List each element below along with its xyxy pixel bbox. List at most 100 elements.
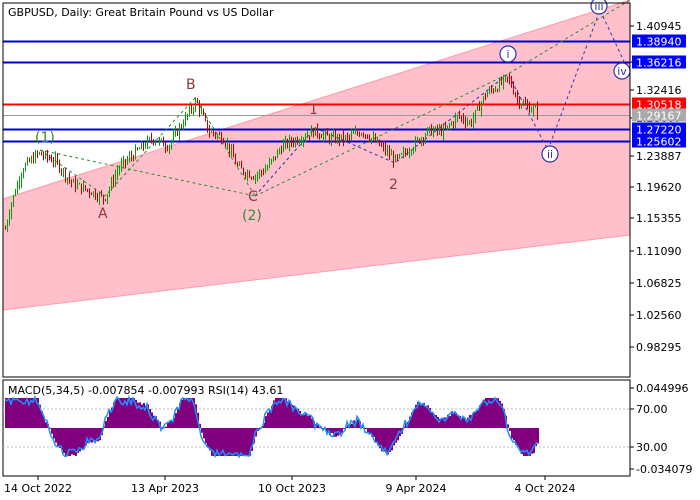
macd-bar <box>333 428 335 437</box>
macd-bar <box>247 428 249 456</box>
macd-bar <box>423 402 425 428</box>
chart-title: GBPUSD, Daily: Great Britain Pound vs US… <box>8 6 274 19</box>
macd-bar <box>383 428 385 452</box>
price-tick-label-9: 1.02560 <box>636 309 682 322</box>
macd-bar <box>277 398 279 428</box>
macd-bar <box>445 417 447 428</box>
macd-bar <box>69 428 71 456</box>
price-tick-label-7: 1.11090 <box>636 245 682 258</box>
macd-bar <box>171 421 173 428</box>
macd-bar <box>309 414 311 428</box>
price-tick-label-10: 0.98295 <box>636 341 682 354</box>
macd-bar <box>243 428 245 456</box>
rsi-line <box>4 394 538 459</box>
wave-label-0: (1) <box>35 130 55 146</box>
macd-bar <box>285 398 287 428</box>
macd-bar <box>357 419 359 428</box>
macd-bar <box>175 413 177 428</box>
macd-bar <box>133 398 135 428</box>
macd-bar <box>507 424 509 428</box>
macd-bar <box>311 418 313 428</box>
macd-bar <box>449 415 451 428</box>
level-tag-text-3: 1.29167 <box>636 110 682 123</box>
macd-bar <box>15 398 17 428</box>
macd-bar <box>113 402 115 428</box>
ind-tick-label-3: -0.034079 <box>636 463 692 476</box>
macd-bar <box>457 415 459 428</box>
macd-bar <box>373 428 375 437</box>
level-tag-4 <box>632 122 686 136</box>
macd-bar <box>411 412 413 428</box>
macd-bar <box>17 398 19 428</box>
macd-bar <box>43 416 45 428</box>
macd-bar <box>501 403 503 428</box>
wave-label-5: 1 <box>309 102 318 118</box>
indicator-label: MACD(5,34,5) -0.007854 -0.007993 RSI(14)… <box>8 384 283 397</box>
macd-bar <box>143 403 145 428</box>
level-price-tags: 1.38940 1.36216 1.305181.291671.272201.256… <box>632 34 686 149</box>
macd-bar <box>173 417 175 428</box>
macd-bar <box>471 415 473 428</box>
macd-bar <box>343 428 345 429</box>
macd-bar <box>255 428 257 437</box>
wave-label-7: i <box>506 48 509 61</box>
macd-bar <box>461 417 463 428</box>
macd-bar <box>495 398 497 428</box>
macd-bar <box>499 400 501 428</box>
macd-bar <box>391 428 393 451</box>
macd-bar <box>111 407 113 428</box>
macd-bar <box>263 422 265 428</box>
date-axis: 14 Oct 2022 13 Apr 2023 10 Oct 2023 9 Apr 2… <box>4 476 576 495</box>
macd-bar <box>379 428 381 449</box>
level-tag-3 <box>632 108 686 122</box>
macd-bar <box>9 398 11 428</box>
macd-bar <box>427 405 429 428</box>
date-tick-label-0: 14 Oct 2022 <box>4 482 72 495</box>
date-tick-label-3: 9 Apr 2024 <box>385 482 446 495</box>
ind-tick-label-1: 70.00 <box>636 403 668 416</box>
macd-bar <box>331 428 333 433</box>
price-tick-label-6: 1.15355 <box>636 212 682 225</box>
macd-bar <box>7 398 9 428</box>
macd-bar <box>509 428 511 432</box>
wave-label-9: iii <box>594 0 603 13</box>
macd-bar <box>517 428 519 447</box>
wave-label-1: A <box>98 206 108 222</box>
macd-bar <box>289 400 291 428</box>
macd-bar <box>365 428 367 430</box>
macd-bar <box>193 398 195 428</box>
channel-lower-edge <box>2 234 631 311</box>
macd-bar <box>223 428 225 456</box>
macd-bar <box>503 409 505 428</box>
macd-bar <box>183 398 185 428</box>
macd-bar <box>295 408 297 428</box>
macd-bar <box>489 398 491 428</box>
macd-bar <box>79 428 81 452</box>
macd-bar <box>33 398 35 428</box>
macd-bar <box>97 428 99 442</box>
macd-bar <box>525 428 527 456</box>
macd-bar <box>37 398 39 428</box>
trend-channel <box>2 0 631 311</box>
wave-label-circle-8 <box>541 145 559 163</box>
wave-label-6: 2 <box>389 177 398 193</box>
macd-bar <box>441 419 443 428</box>
macd-bar <box>39 404 41 428</box>
macd-bar <box>19 398 21 428</box>
macd-bar <box>415 404 417 428</box>
macd-bar <box>163 427 165 429</box>
macd-bar <box>57 428 59 447</box>
macd-bar <box>451 411 453 428</box>
macd-bar <box>375 428 377 442</box>
price-tick-label-4: 1.23887 <box>636 150 682 163</box>
macd-bar <box>177 408 179 428</box>
macd-bar <box>211 428 213 456</box>
macd-bar <box>119 398 121 428</box>
macd-bar <box>77 428 79 453</box>
macd-bar <box>99 428 101 441</box>
indicator-pane: MACD(5,34,5) -0.007854 -0.007993 RSI(14)… <box>2 379 631 477</box>
macd-bar <box>493 398 495 428</box>
candlesticks <box>5 73 538 232</box>
macd-bar <box>225 428 227 456</box>
